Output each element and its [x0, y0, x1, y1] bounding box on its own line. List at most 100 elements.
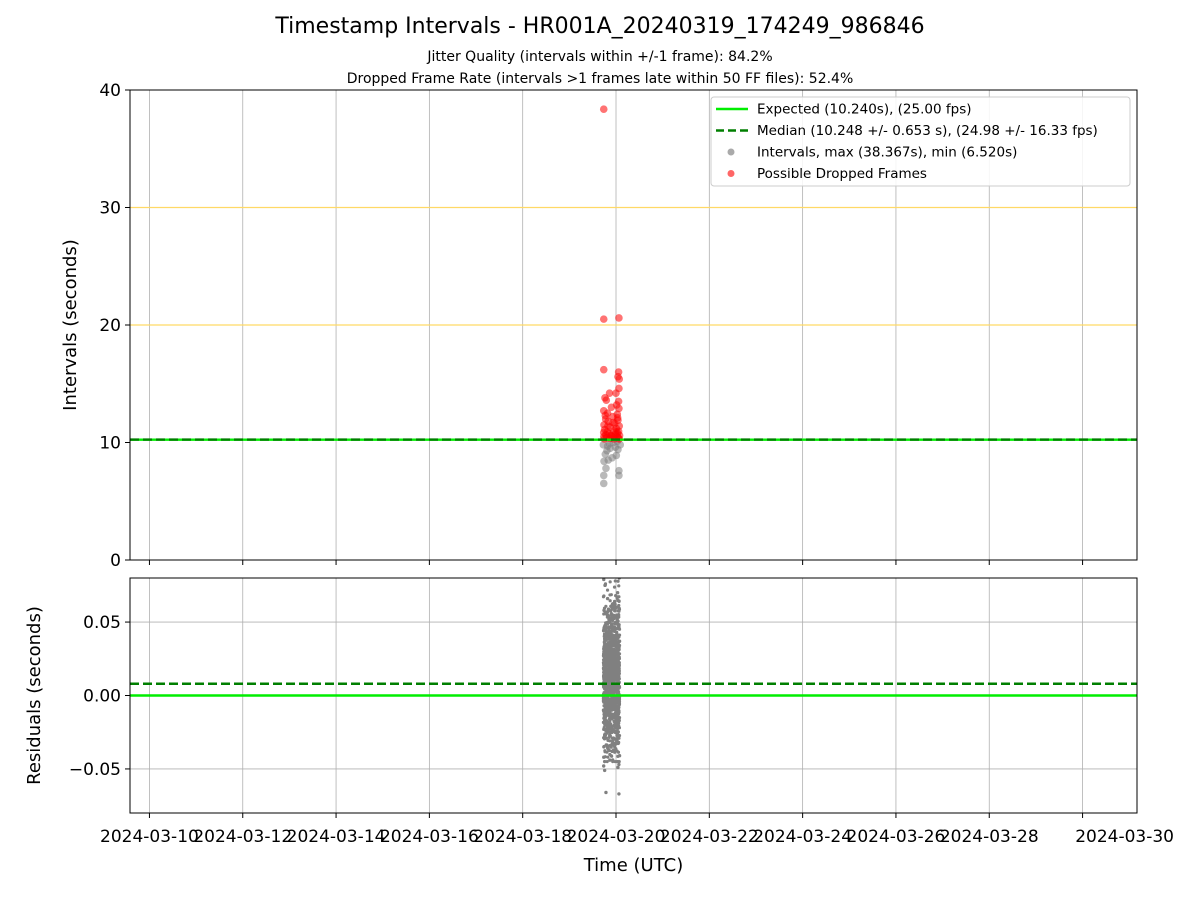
residual-point	[607, 617, 612, 621]
residual-point	[603, 626, 608, 630]
residual-cloud-point	[608, 685, 612, 689]
x-axis-label: Time (UTC)	[583, 855, 684, 876]
residual-point	[608, 635, 613, 639]
residual-cloud-point	[617, 671, 621, 676]
residual-cloud-point	[616, 759, 620, 764]
residual-cloud-point	[608, 733, 612, 737]
residual-cloud-point	[604, 699, 608, 703]
residual-cloud-point	[605, 759, 609, 764]
residual-point	[610, 749, 614, 754]
residual-point	[613, 621, 617, 626]
residual-point	[601, 764, 606, 768]
interval-point	[603, 442, 612, 450]
residual-cloud-point	[605, 729, 609, 734]
residual-cloud-point	[605, 620, 610, 624]
residual-point	[617, 792, 621, 796]
residual-cloud-point	[613, 600, 617, 604]
residual-point	[617, 665, 621, 670]
residual-cloud-point	[606, 613, 610, 617]
residual-cloud-point	[617, 710, 621, 714]
residual-cloud-point	[608, 656, 612, 660]
residual-point	[602, 696, 606, 701]
residual-point	[602, 755, 606, 759]
residual-cloud-point	[615, 696, 619, 700]
residual-cloud-point	[610, 736, 615, 740]
x-tick-label: 2024-03-20	[567, 827, 666, 847]
residual-cloud-point	[612, 744, 617, 749]
residual-cloud-point	[612, 607, 617, 611]
residual-cloud-point	[617, 726, 622, 730]
legend-swatch-dot	[727, 148, 735, 156]
residual-cloud-point	[604, 637, 608, 641]
residual-cloud-point	[616, 736, 620, 740]
residual-point	[608, 758, 612, 762]
dropped-frame-point	[605, 389, 614, 397]
residual-point	[617, 754, 622, 758]
residual-point	[617, 762, 621, 767]
residual-point	[605, 596, 610, 601]
residual-cloud-point	[614, 689, 618, 693]
residual-cloud-point	[605, 655, 609, 660]
y-tick-label-top: 0	[110, 551, 121, 571]
residual-cloud-point	[602, 759, 607, 764]
residual-cloud-point	[607, 640, 612, 645]
residual-cloud-point	[606, 746, 610, 750]
residual-cloud-point	[605, 673, 609, 678]
residual-cloud-point	[612, 639, 616, 643]
intervals-plot-area	[130, 90, 1137, 560]
y-tick-label-bottom: 0.00	[83, 687, 121, 707]
residual-point	[616, 613, 621, 617]
dropped-frame-point	[612, 389, 620, 397]
residual-point	[601, 652, 606, 657]
residual-cloud-point	[614, 701, 619, 705]
residual-cloud-point	[611, 687, 615, 691]
residual-point	[615, 657, 619, 661]
y-tick-label-top: 40	[99, 81, 121, 101]
residual-point	[614, 630, 619, 635]
residual-cloud-point	[617, 627, 622, 631]
residual-point	[612, 723, 617, 727]
residual-cloud-point	[610, 670, 615, 674]
residual-cloud-point	[609, 699, 613, 703]
x-tick-label: 2024-03-24	[753, 827, 852, 847]
residual-cloud-point	[616, 750, 621, 754]
residual-point	[610, 602, 615, 607]
residual-cloud-point	[617, 603, 621, 608]
residual-cloud-point	[612, 667, 616, 671]
x-tick-label: 2024-03-16	[380, 827, 479, 847]
residual-cloud-point	[615, 650, 619, 655]
x-tick-label: 2024-03-14	[287, 827, 386, 847]
residual-cloud-point	[608, 672, 613, 676]
residual-cloud-point	[608, 599, 612, 603]
y-tick-label-top: 10	[99, 434, 121, 454]
residual-cloud-point	[614, 720, 618, 724]
residual-cloud-point	[611, 618, 615, 623]
legend-label: Intervals, max (38.367s), min (6.520s)	[757, 145, 1017, 161]
residual-cloud-point	[614, 593, 618, 598]
residual-cloud-point	[616, 714, 620, 718]
x-tick-label: 2024-03-10	[100, 827, 199, 847]
interval-point	[599, 471, 608, 480]
residual-cloud-point	[609, 754, 613, 758]
residual-cloud-point	[607, 707, 611, 711]
residual-cloud-point	[609, 650, 614, 654]
residual-point	[609, 727, 613, 731]
residual-cloud-point	[603, 623, 608, 628]
residual-cloud-point	[606, 702, 611, 706]
residual-cloud-point	[601, 708, 606, 712]
x-tick-label: 2024-03-28	[940, 827, 1039, 847]
interval-point	[602, 464, 610, 473]
residual-cloud-point	[617, 633, 622, 637]
residual-cloud-point	[607, 627, 611, 631]
y-axis-label-top: Intervals (seconds)	[60, 239, 81, 411]
residual-cloud-point	[609, 613, 614, 617]
y-axis-label-bottom: Residuals (seconds)	[24, 606, 45, 785]
residual-cloud-point	[606, 755, 610, 759]
residual-point	[604, 736, 608, 740]
jitter-quality-subtitle: Jitter Quality (intervals within +/-1 fr…	[427, 49, 773, 65]
residual-cloud-point	[609, 609, 613, 613]
residual-cloud-point	[613, 662, 617, 667]
legend-box	[710, 96, 1131, 187]
legend-label: Possible Dropped Frames	[757, 166, 927, 182]
